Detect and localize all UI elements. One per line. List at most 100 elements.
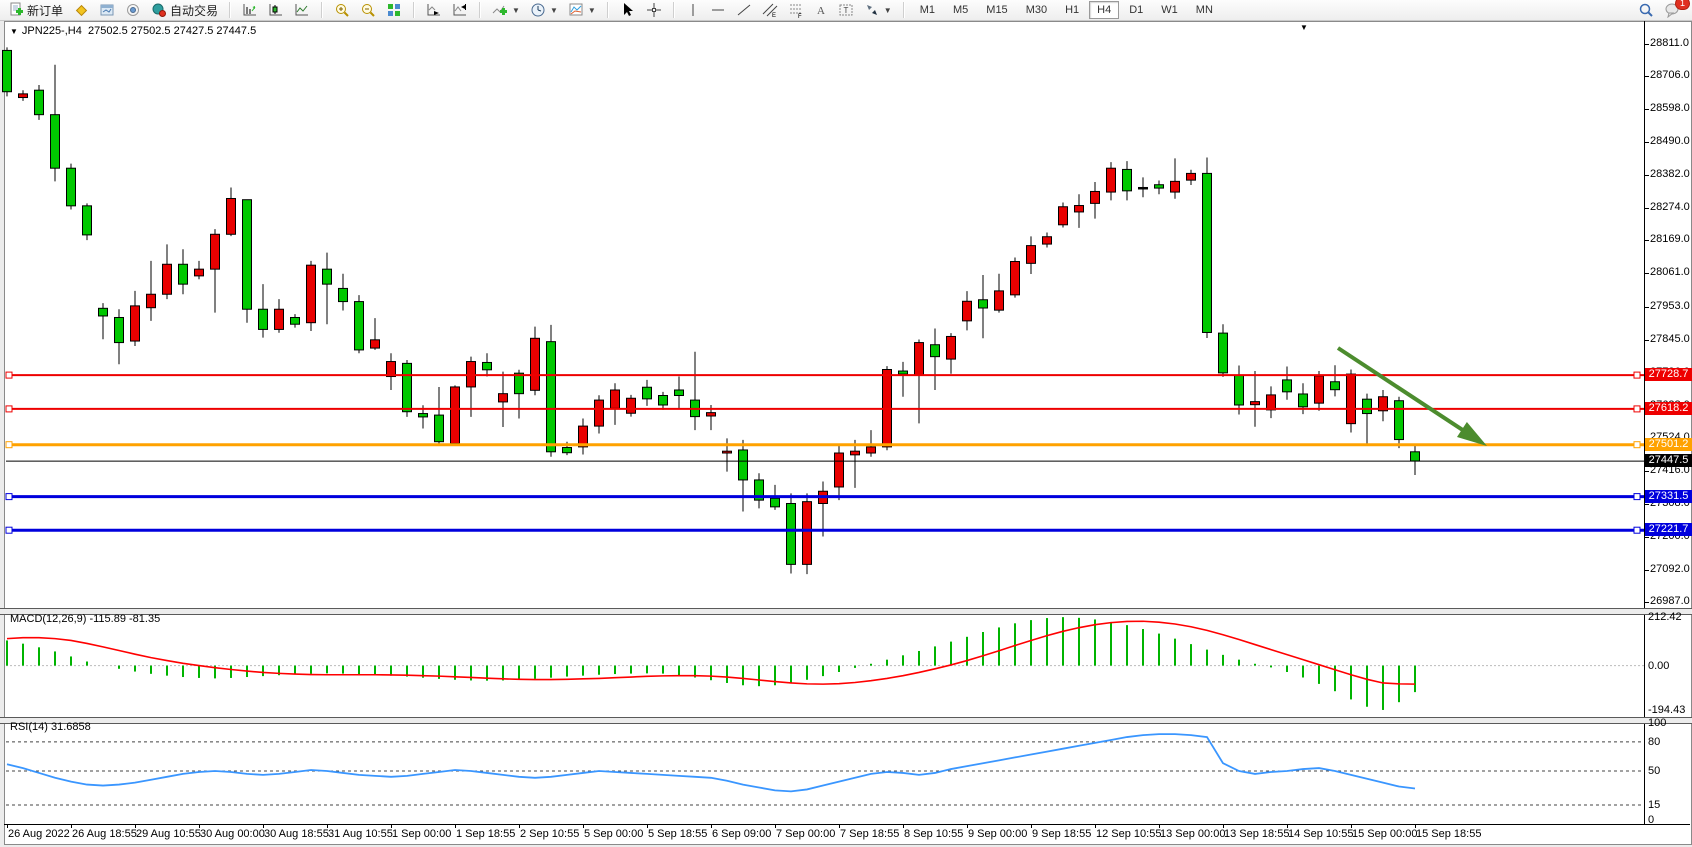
candlestick bbox=[738, 449, 748, 481]
hline-handle[interactable] bbox=[1633, 526, 1641, 534]
hline-handle[interactable] bbox=[1633, 441, 1641, 449]
candlestick bbox=[482, 361, 492, 371]
zoom-out-icon bbox=[360, 2, 376, 18]
trendline-button[interactable] bbox=[731, 0, 757, 20]
candlestick bbox=[290, 316, 300, 325]
timeframe-w1-button[interactable]: W1 bbox=[1161, 4, 1178, 16]
candlestick bbox=[66, 167, 76, 207]
horizontal-line-button[interactable] bbox=[705, 0, 731, 20]
alerts-button[interactable] bbox=[120, 0, 146, 20]
text-button[interactable]: A bbox=[809, 0, 833, 20]
crosshair-button[interactable] bbox=[641, 0, 667, 20]
zoom-out-button[interactable] bbox=[355, 0, 381, 20]
trendline-icon bbox=[736, 2, 752, 18]
text-icon: A bbox=[814, 2, 828, 18]
svg-text:A: A bbox=[817, 5, 825, 17]
toolbar: 新订单 自动交易 ▼ ▼ ▼ E F bbox=[0, 0, 1692, 21]
vertical-line-icon bbox=[686, 2, 700, 18]
candlestick bbox=[1250, 401, 1260, 406]
chart-collapse-icon[interactable]: ▼ bbox=[1300, 23, 1308, 32]
candlestick bbox=[1346, 373, 1356, 425]
candlestick bbox=[1218, 332, 1228, 374]
auto-trading-icon bbox=[151, 2, 167, 18]
hline-handle[interactable] bbox=[1633, 493, 1641, 501]
candlestick bbox=[450, 386, 460, 445]
equidistant-channel-button[interactable]: E bbox=[757, 0, 783, 20]
pane-splitter-rsi[interactable] bbox=[0, 717, 1692, 724]
vertical-line-button[interactable] bbox=[681, 0, 705, 20]
hline-handle[interactable] bbox=[5, 371, 13, 379]
search-button[interactable] bbox=[1633, 0, 1659, 20]
candlestick bbox=[82, 205, 92, 236]
hline-handle[interactable] bbox=[1633, 405, 1641, 413]
auto-trading-button[interactable]: 自动交易 bbox=[146, 0, 223, 20]
candlestick bbox=[754, 479, 764, 501]
candlestick bbox=[530, 337, 540, 391]
candlestick bbox=[386, 361, 396, 378]
timeframe-m1-button[interactable]: M1 bbox=[919, 4, 935, 16]
timeframe-m30-button[interactable]: M30 bbox=[1025, 4, 1048, 16]
candlestick bbox=[1298, 393, 1308, 408]
arrows-button[interactable]: ▼ bbox=[859, 0, 897, 20]
new-order-button[interactable]: 新订单 bbox=[3, 0, 68, 20]
candlestick bbox=[18, 93, 28, 99]
zoom-in-button[interactable] bbox=[329, 0, 355, 20]
candlestick bbox=[978, 299, 988, 309]
symbol-dropdown-icon[interactable]: ▼ bbox=[10, 27, 18, 36]
bar-chart-mode-button[interactable] bbox=[237, 0, 263, 20]
chevron-down-icon: ▼ bbox=[587, 5, 596, 15]
candlestick-mode-button[interactable] bbox=[263, 0, 289, 20]
timeframe-mn-button[interactable]: MN bbox=[1195, 4, 1213, 16]
candlestick bbox=[722, 450, 732, 454]
candlestick bbox=[242, 199, 252, 310]
candlestick bbox=[1314, 375, 1324, 404]
trend-arrow-line[interactable] bbox=[1336, 346, 1469, 435]
text-label-icon: T bbox=[838, 2, 854, 18]
candlestick bbox=[98, 307, 108, 317]
new-order-icon bbox=[8, 2, 24, 18]
zoom-in-icon bbox=[334, 2, 350, 18]
auto-scroll-button[interactable] bbox=[421, 0, 447, 20]
hline-handle[interactable] bbox=[1633, 371, 1641, 379]
hline-handle[interactable] bbox=[5, 526, 13, 534]
cursor-button[interactable] bbox=[615, 0, 641, 20]
timeframe-m15-button[interactable]: M15 bbox=[986, 4, 1008, 16]
candlestick bbox=[50, 114, 60, 169]
candlestick bbox=[402, 362, 412, 413]
hline-handle[interactable] bbox=[5, 405, 13, 413]
text-label-button[interactable]: T bbox=[833, 0, 859, 20]
periods-button[interactable]: ▼ bbox=[525, 0, 563, 20]
profiles-button[interactable] bbox=[94, 0, 120, 20]
symbol-overlay: ▼ JPN225-,H4 27502.5 27502.5 27427.5 2744… bbox=[10, 25, 256, 37]
fibonacci-button[interactable]: F bbox=[783, 0, 809, 20]
candlestick bbox=[258, 308, 268, 330]
auto-trading-label: 自动交易 bbox=[170, 3, 219, 18]
metaquotes-button[interactable] bbox=[68, 0, 94, 20]
candlestick bbox=[642, 386, 652, 400]
timeframe-h4-button[interactable]: H4 bbox=[1089, 1, 1120, 19]
trend-arrow-head[interactable] bbox=[1456, 421, 1487, 446]
timeframe-m5-button[interactable]: M5 bbox=[953, 4, 969, 16]
timeframe-h1-button[interactable]: H1 bbox=[1065, 4, 1080, 16]
pane-splitter-macd[interactable] bbox=[0, 608, 1692, 615]
toolbar-separator bbox=[229, 2, 232, 18]
horizontal-line-icon bbox=[710, 2, 726, 18]
svg-text:E: E bbox=[772, 13, 776, 18]
indicators-button[interactable]: ▼ bbox=[487, 0, 525, 20]
candlestick bbox=[338, 287, 348, 303]
candlestick bbox=[994, 290, 1004, 311]
templates-button[interactable]: ▼ bbox=[563, 0, 601, 20]
timeframe-d1-button[interactable]: D1 bbox=[1129, 4, 1144, 16]
auto-scroll-icon bbox=[426, 2, 442, 18]
candlestick bbox=[1106, 167, 1116, 193]
notifications-button[interactable]: 1 bbox=[1659, 0, 1690, 20]
chart-shift-button[interactable] bbox=[447, 0, 473, 20]
tile-windows-button[interactable] bbox=[381, 0, 407, 20]
hline-handle[interactable] bbox=[5, 441, 13, 449]
candlestick bbox=[2, 49, 12, 93]
hline-handle[interactable] bbox=[5, 493, 13, 501]
chevron-down-icon: ▼ bbox=[883, 5, 892, 15]
line-chart-mode-button[interactable] bbox=[289, 0, 315, 20]
clock-icon bbox=[530, 2, 546, 18]
